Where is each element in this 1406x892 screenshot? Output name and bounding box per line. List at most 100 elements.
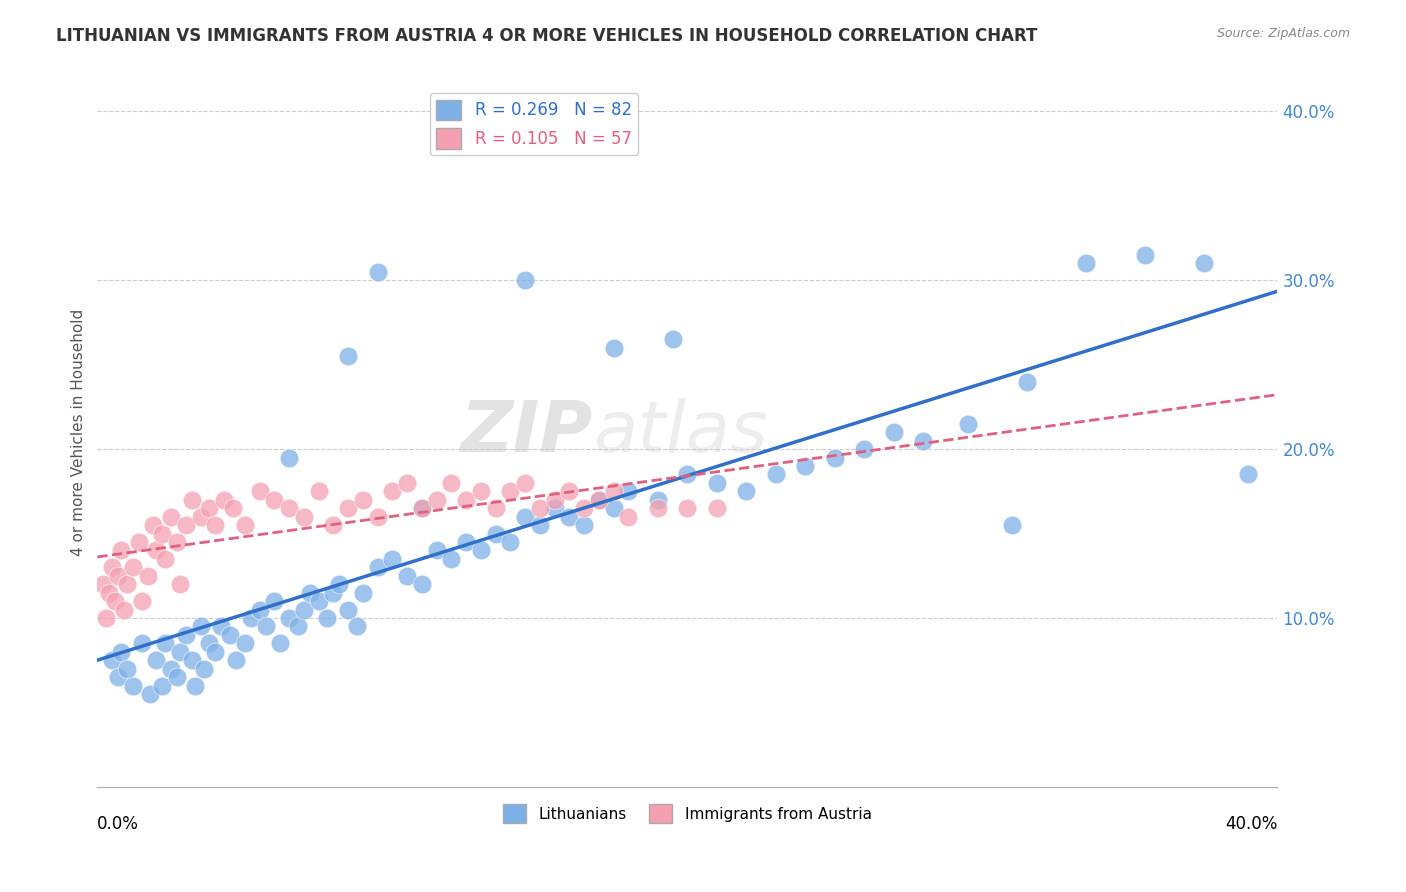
Point: [91, 577, 114, 591]
Point: [602, 484, 624, 499]
Point: [883, 425, 905, 440]
Point: [411, 577, 433, 591]
Point: [367, 265, 389, 279]
Point: [440, 552, 463, 566]
Point: [617, 484, 640, 499]
Text: atlas: atlas: [593, 398, 768, 467]
Text: 40.0%: 40.0%: [1225, 815, 1278, 833]
Point: [150, 526, 173, 541]
Point: [110, 543, 132, 558]
Point: [426, 543, 449, 558]
Point: [470, 543, 492, 558]
Point: [513, 509, 536, 524]
Point: [588, 492, 610, 507]
Point: [112, 602, 135, 616]
Point: [204, 645, 226, 659]
Point: [249, 602, 271, 616]
Point: [287, 619, 309, 633]
Text: LITHUANIAN VS IMMIGRANTS FROM AUSTRIA 4 OR MORE VEHICLES IN HOUSEHOLD CORRELATIO: LITHUANIAN VS IMMIGRANTS FROM AUSTRIA 4 …: [56, 27, 1038, 45]
Point: [824, 450, 846, 465]
Point: [558, 509, 581, 524]
Point: [131, 636, 153, 650]
Point: [263, 594, 285, 608]
Point: [145, 653, 167, 667]
Point: [107, 568, 129, 582]
Point: [337, 602, 360, 616]
Point: [765, 467, 787, 482]
Point: [617, 509, 640, 524]
Point: [676, 467, 699, 482]
Point: [647, 492, 669, 507]
Point: [174, 628, 197, 642]
Point: [239, 611, 262, 625]
Point: [367, 560, 389, 574]
Point: [381, 484, 404, 499]
Point: [101, 560, 124, 574]
Point: [249, 484, 271, 499]
Point: [180, 653, 202, 667]
Point: [308, 484, 330, 499]
Point: [169, 645, 191, 659]
Point: [411, 501, 433, 516]
Point: [513, 273, 536, 287]
Point: [278, 611, 301, 625]
Point: [153, 636, 176, 650]
Point: [499, 484, 522, 499]
Point: [292, 602, 315, 616]
Point: [292, 509, 315, 524]
Point: [139, 687, 162, 701]
Point: [278, 501, 301, 516]
Point: [169, 577, 191, 591]
Point: [190, 509, 212, 524]
Point: [328, 577, 350, 591]
Point: [316, 611, 339, 625]
Point: [298, 585, 321, 599]
Point: [131, 594, 153, 608]
Point: [647, 501, 669, 516]
Point: [602, 341, 624, 355]
Point: [1192, 256, 1215, 270]
Point: [115, 662, 138, 676]
Point: [308, 594, 330, 608]
Point: [499, 535, 522, 549]
Point: [396, 475, 419, 490]
Point: [263, 492, 285, 507]
Point: [572, 518, 595, 533]
Point: [337, 501, 360, 516]
Point: [121, 560, 143, 574]
Point: [367, 509, 389, 524]
Point: [104, 594, 127, 608]
Point: [278, 450, 301, 465]
Point: [222, 501, 245, 516]
Point: [121, 679, 143, 693]
Point: [128, 535, 150, 549]
Point: [1001, 518, 1024, 533]
Point: [1015, 375, 1038, 389]
Text: 0.0%: 0.0%: [97, 815, 139, 833]
Point: [529, 518, 551, 533]
Point: [153, 552, 176, 566]
Point: [956, 417, 979, 431]
Text: ZIP: ZIP: [461, 398, 593, 467]
Point: [676, 501, 699, 516]
Point: [381, 552, 404, 566]
Point: [1074, 256, 1097, 270]
Point: [142, 518, 165, 533]
Y-axis label: 4 or more Vehicles in Household: 4 or more Vehicles in Household: [72, 309, 86, 556]
Point: [212, 492, 235, 507]
Legend: Lithuanians, Immigrants from Austria: Lithuanians, Immigrants from Austria: [498, 798, 877, 829]
Point: [456, 492, 478, 507]
Point: [190, 619, 212, 633]
Point: [485, 526, 508, 541]
Point: [440, 475, 463, 490]
Point: [101, 653, 124, 667]
Point: [115, 577, 138, 591]
Point: [180, 492, 202, 507]
Point: [322, 585, 344, 599]
Point: [136, 568, 159, 582]
Point: [269, 636, 291, 650]
Point: [735, 484, 758, 499]
Point: [1237, 467, 1260, 482]
Point: [110, 645, 132, 659]
Point: [411, 501, 433, 516]
